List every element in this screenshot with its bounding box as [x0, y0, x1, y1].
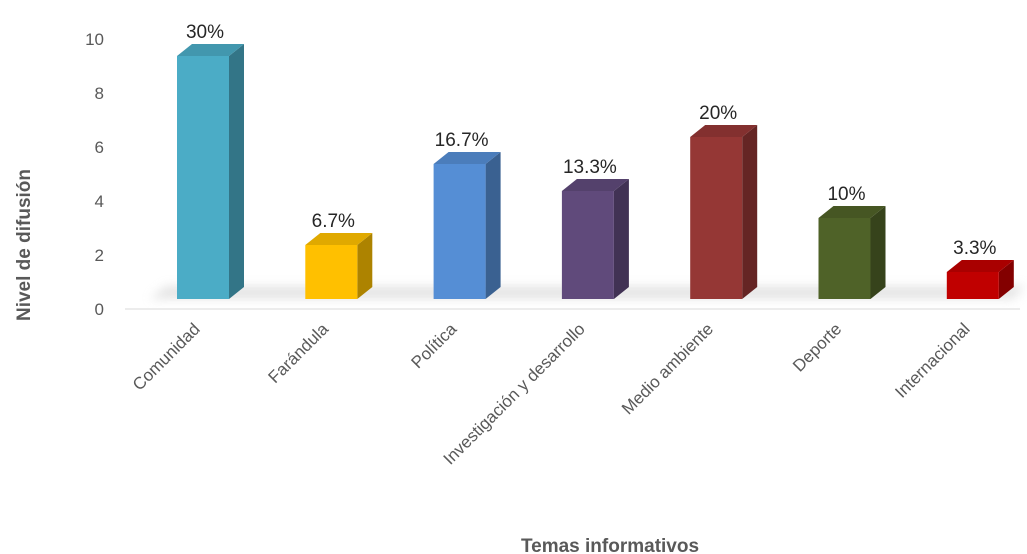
y-tick-label: 10	[85, 30, 104, 49]
category-label: Medio ambiente	[618, 319, 717, 418]
y-axis-ticks: 0 2 4 6 8 10	[85, 30, 104, 319]
y-tick-label: 4	[95, 192, 104, 211]
data-label: 6.7%	[312, 211, 355, 232]
bar-front	[561, 191, 614, 299]
bar-top	[690, 125, 758, 137]
bar-top	[946, 260, 1014, 272]
bar-front	[818, 218, 871, 299]
y-tick-label: 8	[95, 84, 104, 103]
category-label: Investigación y desarrollo	[440, 319, 589, 468]
y-tick-label: 0	[95, 300, 104, 319]
bar-side	[229, 44, 244, 299]
bar-front	[433, 164, 486, 299]
bar-side	[485, 152, 501, 299]
bar	[433, 152, 501, 299]
category-label: Política	[408, 319, 461, 372]
bar-top	[818, 206, 886, 218]
category-label: Internacional	[891, 319, 973, 401]
bar-side	[357, 233, 373, 299]
bar-front	[946, 272, 999, 299]
data-label: 13.3%	[563, 157, 617, 178]
bar-top	[433, 152, 501, 164]
bar-front	[305, 245, 358, 299]
data-labels: 30% 6.7% 16.7% 13.3% 20% 10% 3.3%	[186, 22, 997, 259]
bar-side	[870, 206, 886, 299]
bar	[561, 179, 629, 299]
bar-front	[690, 137, 743, 299]
data-label: 20%	[699, 103, 737, 124]
bar-top	[177, 44, 244, 56]
bar-front	[177, 56, 229, 299]
x-axis-title: Temas informativos	[521, 536, 699, 554]
bar-side	[742, 125, 758, 299]
bar-side	[613, 179, 629, 299]
bar-top	[561, 179, 629, 191]
bar	[305, 233, 373, 299]
category-labels: Comunidad Farándula PolíticaInvestigación …	[129, 319, 974, 468]
bar	[690, 125, 758, 299]
category-label: Deporte	[789, 319, 845, 375]
y-tick-label: 2	[95, 246, 104, 265]
y-tick-label: 6	[95, 138, 104, 157]
bar	[818, 206, 886, 299]
category-label: Comunidad	[129, 319, 204, 394]
data-label: 16.7%	[435, 130, 489, 151]
bar	[177, 44, 244, 299]
bars	[177, 44, 1014, 299]
bar-side	[998, 260, 1014, 299]
data-label: 30%	[186, 22, 224, 43]
y-axis-title: Nivel de difusión	[14, 169, 35, 321]
bar	[946, 260, 1014, 299]
bar-top	[305, 233, 373, 245]
data-label: 10%	[827, 184, 865, 205]
category-label: Farándula	[265, 319, 333, 387]
data-label: 3.3%	[953, 238, 996, 259]
